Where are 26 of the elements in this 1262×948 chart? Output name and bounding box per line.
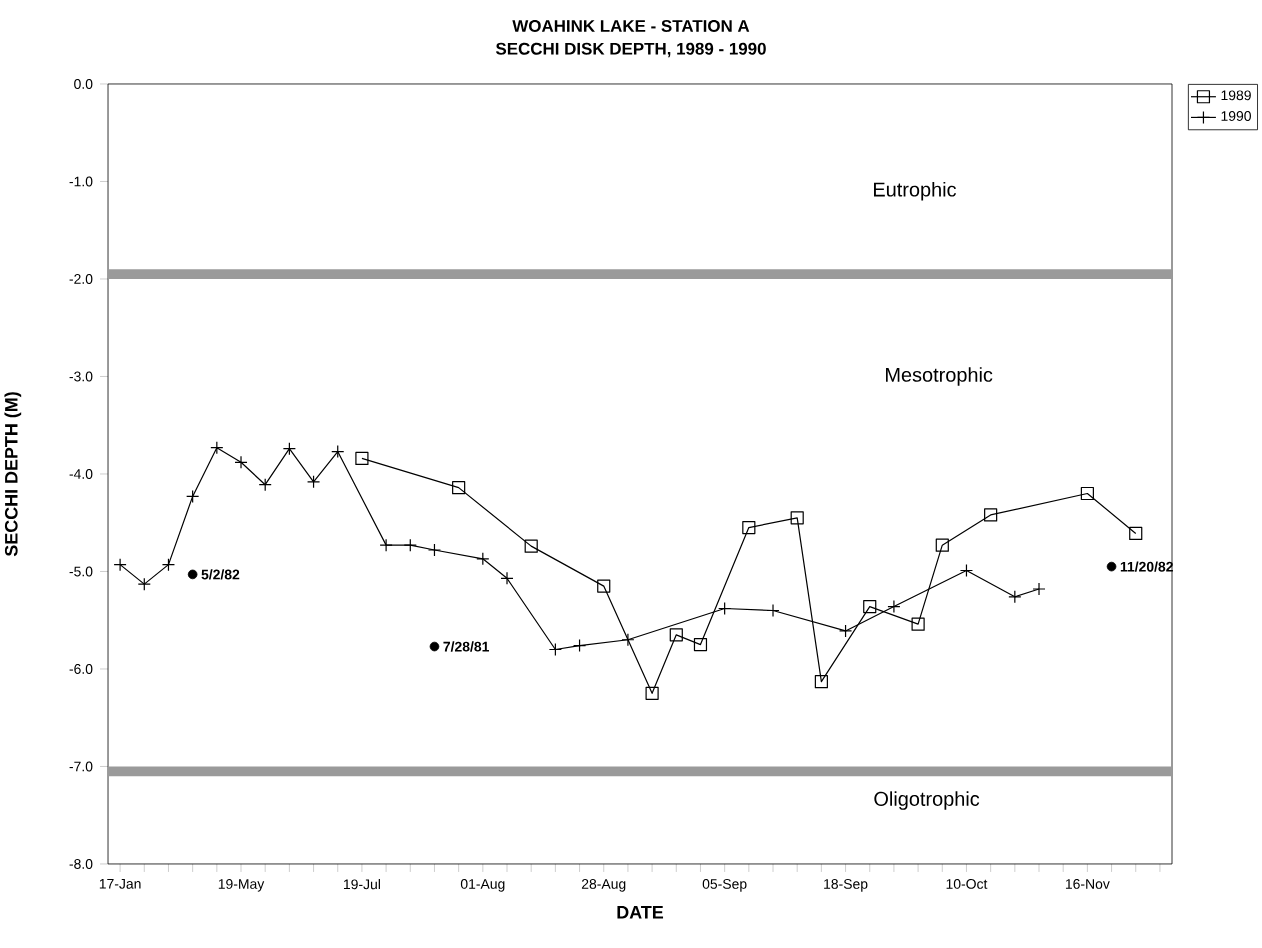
point: [429, 641, 440, 652]
annotation: Eutrophic: [874, 181, 957, 201]
chart-title: WOAHINK LAKE - STATION A: [512, 20, 750, 32]
annotation: Oligotrophic: [874, 791, 980, 810]
point: [863, 599, 877, 614]
point: [911, 617, 925, 631]
point: [790, 511, 804, 525]
point: [984, 508, 998, 522]
point: [524, 539, 538, 553]
point: [597, 579, 611, 593]
point: [1106, 561, 1117, 572]
point: [355, 451, 369, 465]
point: [693, 638, 708, 652]
point: [935, 538, 949, 552]
point: [1080, 486, 1094, 501]
x-axis-title: DATE: [617, 906, 664, 919]
point: [814, 675, 828, 689]
point: [187, 569, 198, 580]
point: [669, 628, 683, 642]
chart-subtitle: SECCHI DISK DEPTH, 1989 - 1990: [495, 42, 766, 58]
point: [742, 521, 756, 535]
point: [1129, 526, 1143, 541]
y-axis-title: SECCHI DEPTH (M): [4, 392, 22, 557]
point: [452, 481, 466, 495]
point: [645, 686, 659, 700]
annotation: Mesotrophic: [886, 367, 993, 386]
